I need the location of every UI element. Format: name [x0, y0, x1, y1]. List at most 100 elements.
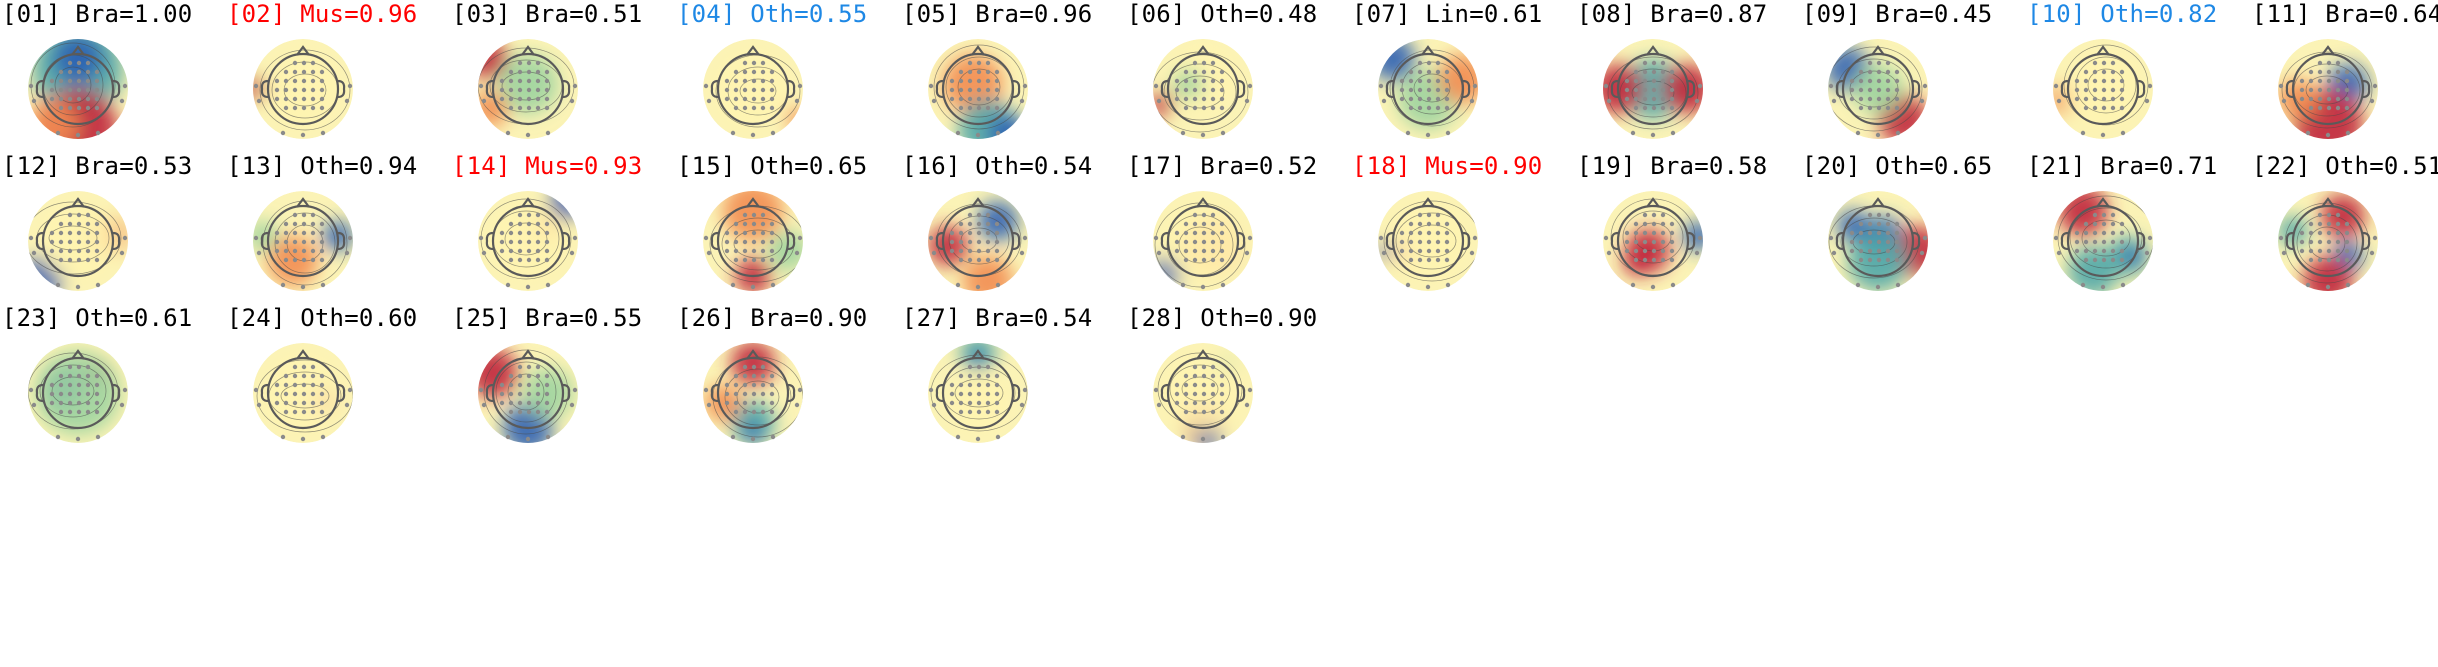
electrode-dot — [769, 257, 775, 263]
electrode-dot — [569, 98, 575, 104]
electrode-dot — [499, 248, 505, 254]
electrode-dot — [526, 257, 532, 263]
component-topomap: [05] Bra=0.96 — [900, 0, 1110, 230]
left-ear-marker — [260, 231, 269, 251]
electrode-dot — [2101, 248, 2107, 254]
electrode-dot — [58, 239, 64, 245]
head-outline — [1616, 204, 1690, 278]
electrode-dot — [75, 284, 81, 290]
topomap-head — [478, 191, 578, 291]
electrode-dot — [769, 239, 775, 245]
electrode-dot — [797, 387, 803, 393]
electrode-dot — [1858, 96, 1864, 102]
electrode-dot — [2317, 69, 2323, 75]
electrode-dot — [2101, 69, 2107, 75]
head-outline — [941, 204, 1015, 278]
electrode-dot — [1399, 96, 1405, 102]
electrode-dot — [67, 382, 73, 388]
electrode-dot — [2144, 250, 2150, 256]
electrode-dot — [535, 373, 541, 379]
head-outline — [716, 356, 790, 430]
electrode-dot — [49, 96, 55, 102]
electrode-dot — [2092, 239, 2098, 245]
electrode-dot — [310, 69, 316, 75]
electrode-dot — [1399, 78, 1405, 84]
electrode-dot — [760, 230, 766, 236]
electrode-dot — [994, 400, 1000, 406]
electrode-dot — [95, 130, 101, 136]
electrode-dot — [1192, 373, 1198, 379]
electrode-dot — [1876, 221, 1882, 227]
electrode-dot — [751, 382, 757, 388]
electrode-dot — [1201, 69, 1207, 75]
electrode-dot — [85, 382, 91, 388]
electrode-dot — [478, 235, 484, 241]
nose-marker — [71, 45, 85, 56]
electrode-dot — [760, 409, 766, 415]
electrode-dot — [508, 78, 514, 84]
electrode-dot — [742, 409, 748, 415]
electrode-dot — [1417, 248, 1423, 254]
activation-blob — [2303, 256, 2353, 291]
contour-line — [28, 201, 122, 275]
electrode-dot — [1201, 400, 1207, 406]
activation-blob — [705, 385, 741, 421]
electrode-dot — [733, 373, 739, 379]
electrode-dot — [1210, 382, 1216, 388]
electrode-dot — [1885, 78, 1891, 84]
electrode-dot — [985, 257, 991, 263]
electrode-dot — [310, 96, 316, 102]
electrode-dot — [292, 221, 298, 227]
electrode-dot — [1183, 96, 1189, 102]
electrode-dot — [760, 87, 766, 93]
electrode-dot — [2278, 83, 2284, 89]
electrode-dot — [1220, 130, 1226, 136]
electrode-dot — [67, 373, 73, 379]
electrode-dot — [751, 87, 757, 93]
electrode-dot — [1435, 239, 1441, 245]
electrode-dot — [76, 69, 82, 75]
electrode-dot — [517, 78, 523, 84]
electrode-dot — [967, 87, 973, 93]
electrode-dot — [2074, 87, 2080, 93]
electrode-dot — [760, 400, 766, 406]
electrode-dot — [1660, 60, 1666, 66]
electrode-dot — [1210, 400, 1216, 406]
electrode-dot — [319, 373, 325, 379]
electrode-dot — [1201, 391, 1207, 397]
electrode-dot — [1876, 239, 1882, 245]
electrode-dot — [94, 87, 100, 93]
nose-marker — [2096, 45, 2110, 56]
topomap-head — [253, 191, 353, 291]
electrode-dot — [1435, 69, 1441, 75]
electrode-dot — [1219, 230, 1225, 236]
electrode-dot — [283, 373, 289, 379]
nose-marker — [1196, 45, 1210, 56]
electrode-dot — [994, 391, 1000, 397]
electrode-dot — [976, 230, 982, 236]
electrode-dot — [508, 221, 514, 227]
electrode-dot — [1210, 221, 1216, 227]
electrode-dot — [958, 409, 964, 415]
electrode-dot — [1651, 239, 1657, 245]
electrode-dot — [28, 83, 34, 89]
nose-marker — [296, 197, 310, 208]
electrode-dot — [1426, 105, 1432, 111]
electrode-dot — [1669, 78, 1675, 84]
electrode-dot — [1200, 132, 1206, 138]
electrode-dot — [1849, 96, 1855, 102]
electrode-dot — [280, 282, 286, 288]
electrode-dot — [94, 257, 100, 263]
head-outline — [2066, 204, 2140, 278]
electrode-dot — [1630, 282, 1636, 288]
electrode-dot — [976, 69, 982, 75]
electrode-dot — [985, 391, 991, 397]
component-topomap: [27] Bra=0.54 — [900, 304, 1110, 534]
electrode-dot — [2092, 87, 2098, 93]
electrode-dot — [94, 373, 100, 379]
electrode-dot — [310, 409, 316, 415]
head-outline — [1166, 204, 1240, 278]
electrode-dot — [2092, 78, 2098, 84]
electrode-dot — [300, 284, 306, 290]
contour-line — [1619, 68, 1687, 118]
